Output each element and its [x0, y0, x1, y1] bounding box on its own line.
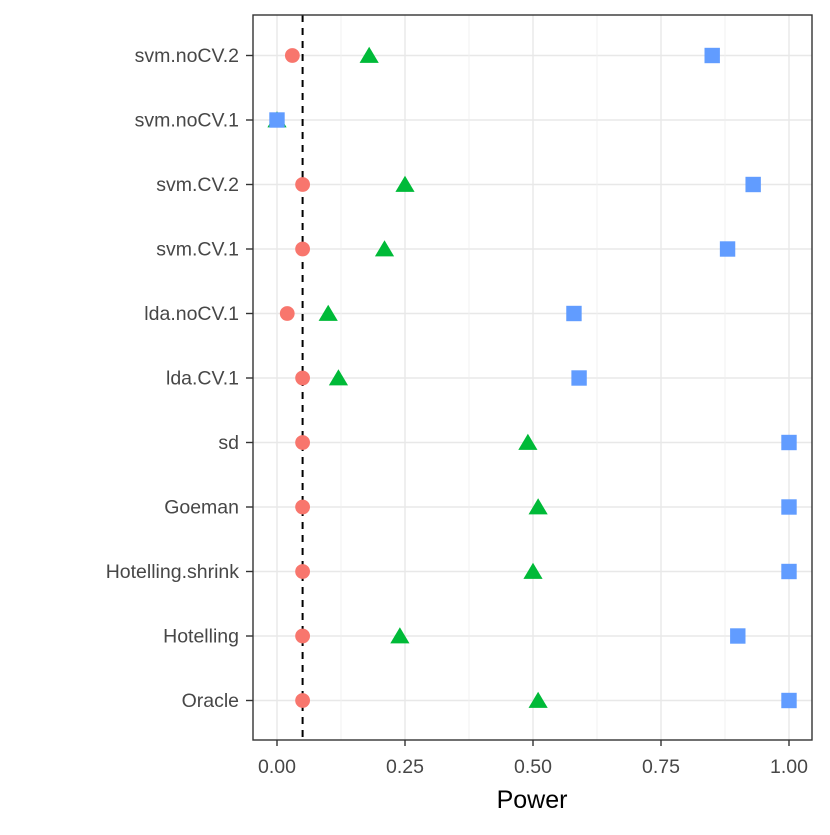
data-point-square: [781, 499, 797, 515]
data-point-triangle: [328, 369, 349, 386]
data-point-square: [566, 305, 582, 322]
data-point-square: [781, 434, 797, 451]
data-point-square: [730, 628, 746, 644]
data-point-square: [571, 370, 587, 386]
y-axis-category-label: svm.noCV.2: [135, 45, 239, 67]
data-point-triangle: [359, 46, 379, 63]
gridlines-layer: [253, 15, 812, 740]
data-point-triangle: [523, 562, 543, 579]
y-axis-category-label: lda.noCV.1: [144, 303, 239, 325]
data-point-triangle: [395, 175, 415, 192]
data-point-circle: [279, 306, 295, 321]
x-axis-title: Power: [497, 786, 568, 814]
data-point-circle: [295, 177, 310, 192]
data-point-square: [781, 692, 797, 709]
data-point-circle: [295, 564, 310, 579]
y-axis-category-label: Hotelling: [163, 626, 239, 648]
data-point-square: [745, 176, 761, 193]
y-axis-category-label: Oracle: [182, 690, 239, 712]
data-point-circle: [284, 48, 300, 63]
y-axis-category-label: sd: [218, 432, 239, 454]
y-axis-category-label: Goeman: [164, 497, 239, 519]
data-point-triangle: [518, 433, 538, 450]
data-point-circle: [295, 370, 310, 386]
x-tick-label: 1.00: [770, 756, 808, 778]
data-point-square: [269, 112, 285, 128]
x-tick-label: 0.00: [258, 756, 296, 778]
data-point-square: [704, 47, 720, 64]
data-point-circle: [295, 435, 310, 450]
y-axis-category-label: svm.CV.1: [156, 239, 239, 261]
data-point-circle: [295, 628, 310, 644]
data-point-circle: [295, 693, 310, 708]
data-point-triangle: [390, 627, 410, 644]
x-tick-label: 0.25: [386, 756, 424, 778]
axes-layer: 0.00 0.25 0.50 0.75 1.00 svm.noCV.2 svm.noCV.1…: [106, 45, 808, 778]
y-axis-category-label: Hotelling.shrink: [106, 561, 240, 583]
y-axis-category-label: svm.CV.2: [156, 174, 239, 196]
data-point-circle: [295, 499, 310, 515]
x-tick-label: 0.50: [514, 756, 552, 778]
x-tick-label: 0.75: [642, 756, 680, 778]
y-axis-category-label: lda.CV.1: [166, 368, 239, 390]
data-point-square: [781, 563, 797, 580]
data-point-square: [719, 241, 736, 257]
data-point-circle: [295, 241, 310, 257]
data-point-triangle: [528, 691, 548, 708]
data-point-triangle: [528, 498, 548, 515]
data-points-layer: [267, 46, 797, 709]
y-axis-category-label: svm.noCV.1: [135, 110, 239, 132]
data-point-triangle: [318, 304, 338, 321]
data-point-triangle: [374, 240, 395, 257]
